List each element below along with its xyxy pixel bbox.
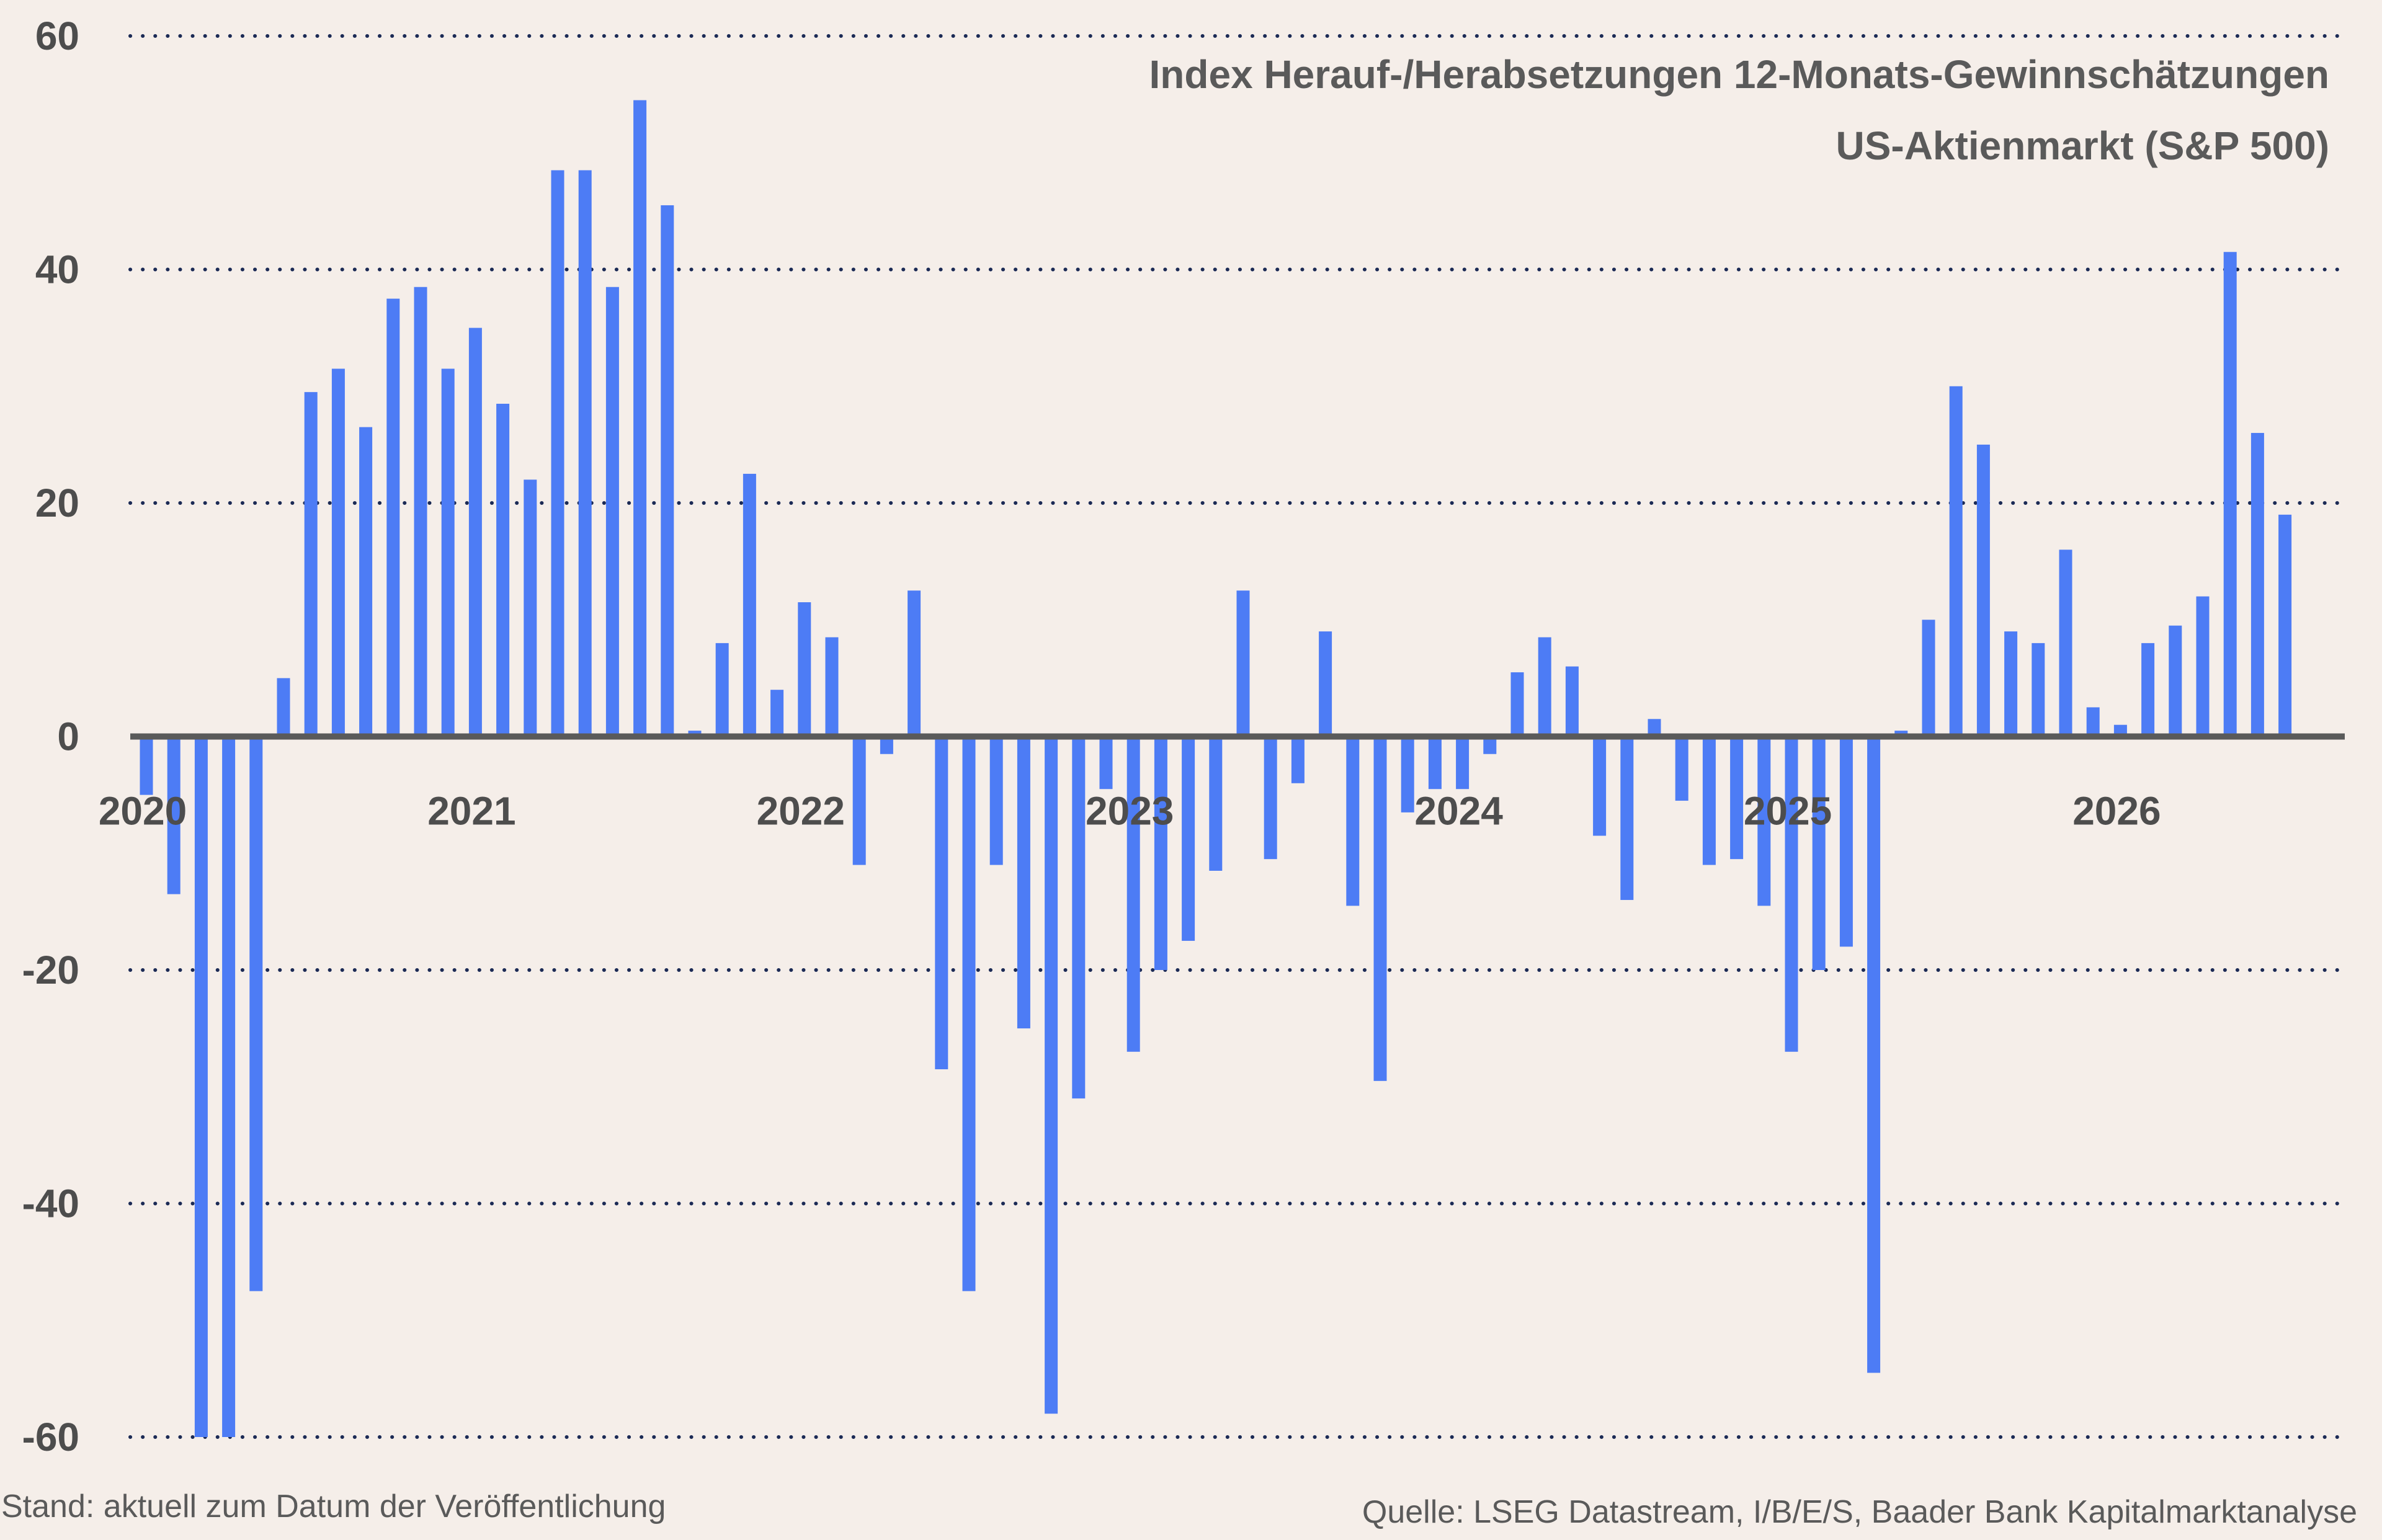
y-tick-label: 40 bbox=[35, 247, 79, 292]
bar bbox=[524, 479, 537, 737]
bar bbox=[1373, 736, 1387, 1081]
bar bbox=[496, 403, 510, 737]
bar bbox=[2032, 643, 2045, 737]
bar bbox=[167, 736, 181, 894]
bar bbox=[222, 736, 236, 1437]
bar bbox=[1510, 672, 1524, 737]
x-tick-label: 2024 bbox=[1414, 789, 1503, 834]
bar bbox=[2223, 252, 2237, 737]
bar bbox=[414, 287, 427, 737]
y-tick-label: 0 bbox=[57, 714, 79, 759]
bar bbox=[331, 368, 345, 737]
y-tick-label: -40 bbox=[22, 1182, 80, 1226]
bar bbox=[715, 643, 729, 737]
bar bbox=[1922, 620, 1935, 737]
bar bbox=[1045, 736, 1058, 1414]
bar bbox=[468, 327, 482, 737]
bar bbox=[1730, 736, 1744, 860]
footer-source: Quelle: LSEG Datastream, I/B/E/S, Baader… bbox=[1362, 1494, 2357, 1530]
bar bbox=[441, 368, 455, 737]
bar bbox=[989, 736, 1003, 865]
bar bbox=[1099, 736, 1113, 790]
y-tick-label: -60 bbox=[22, 1415, 80, 1459]
bar bbox=[962, 736, 976, 1291]
bar bbox=[1428, 736, 1442, 790]
bar bbox=[249, 736, 263, 1291]
bar bbox=[935, 736, 948, 1070]
bar bbox=[1976, 444, 1990, 737]
x-tick-label: 2020 bbox=[99, 789, 187, 834]
bar bbox=[1949, 386, 1963, 737]
bar bbox=[304, 392, 318, 737]
bar bbox=[1483, 736, 1497, 754]
bar bbox=[194, 736, 208, 1437]
bar bbox=[1401, 736, 1414, 812]
footer-stand: Stand: aktuell zum Datum der Veröffentli… bbox=[1, 1489, 666, 1524]
bar bbox=[2196, 596, 2210, 737]
bar bbox=[359, 427, 373, 737]
bar bbox=[2086, 707, 2100, 737]
bar bbox=[1126, 736, 1140, 1052]
bar bbox=[578, 170, 592, 737]
y-tick-label: -20 bbox=[22, 948, 80, 992]
x-tick-label: 2023 bbox=[1086, 789, 1174, 834]
x-tick-label: 2022 bbox=[757, 789, 845, 834]
bar bbox=[880, 736, 893, 754]
bar bbox=[1702, 736, 1716, 865]
bar bbox=[2059, 550, 2072, 737]
bar bbox=[551, 170, 564, 737]
bar bbox=[2169, 625, 2182, 737]
bar bbox=[605, 287, 619, 737]
bar bbox=[1154, 736, 1167, 970]
bar bbox=[1785, 736, 1798, 1052]
bar bbox=[633, 100, 647, 737]
bar bbox=[1346, 736, 1360, 906]
bar bbox=[825, 637, 839, 737]
bars bbox=[140, 100, 2292, 1437]
bar bbox=[1620, 736, 1634, 901]
bar bbox=[2278, 514, 2292, 737]
bar bbox=[1017, 736, 1030, 1029]
y-axis-ticks: 60 40 20 0 -20 -40 -60 bbox=[22, 14, 80, 1459]
bar bbox=[852, 736, 866, 865]
x-axis-ticks: 2020 2021 2022 2023 2024 2025 2026 bbox=[99, 789, 2161, 834]
bar bbox=[1675, 736, 1688, 801]
bar bbox=[661, 205, 674, 737]
bar bbox=[1264, 736, 1277, 860]
bar bbox=[2250, 433, 2264, 737]
bar bbox=[1209, 736, 1223, 871]
bar bbox=[1593, 736, 1607, 836]
bar bbox=[908, 590, 921, 737]
bar bbox=[2141, 643, 2155, 737]
bar bbox=[1565, 666, 1579, 737]
y-tick-label: 20 bbox=[35, 481, 79, 525]
gridlines bbox=[128, 34, 2347, 1439]
bar bbox=[1812, 736, 1826, 970]
bar bbox=[1839, 736, 1853, 947]
chart-title: Index Herauf-/Herabsetzungen 12-Monats-G… bbox=[1149, 52, 2330, 97]
bar bbox=[743, 473, 756, 737]
bar bbox=[2004, 631, 2018, 737]
x-tick-label: 2025 bbox=[1744, 789, 1832, 834]
x-tick-label: 2021 bbox=[427, 789, 515, 834]
bar bbox=[386, 298, 400, 737]
y-tick-label: 60 bbox=[35, 14, 79, 58]
x-tick-label: 2026 bbox=[2072, 789, 2161, 834]
bar bbox=[1291, 736, 1305, 783]
bar bbox=[140, 736, 153, 795]
bar bbox=[798, 602, 811, 737]
bar bbox=[1867, 736, 1881, 1373]
bar bbox=[1319, 631, 1332, 737]
bar bbox=[277, 678, 290, 737]
bar bbox=[1456, 736, 1470, 790]
chart-subtitle: US-Aktienmarkt (S&P 500) bbox=[1836, 123, 2329, 168]
bar bbox=[1182, 736, 1195, 941]
bar bbox=[1072, 736, 1086, 1099]
bar bbox=[1757, 736, 1771, 906]
bar bbox=[1236, 590, 1250, 737]
bar bbox=[1538, 637, 1551, 737]
bar bbox=[1648, 719, 1661, 737]
bar bbox=[770, 690, 784, 737]
